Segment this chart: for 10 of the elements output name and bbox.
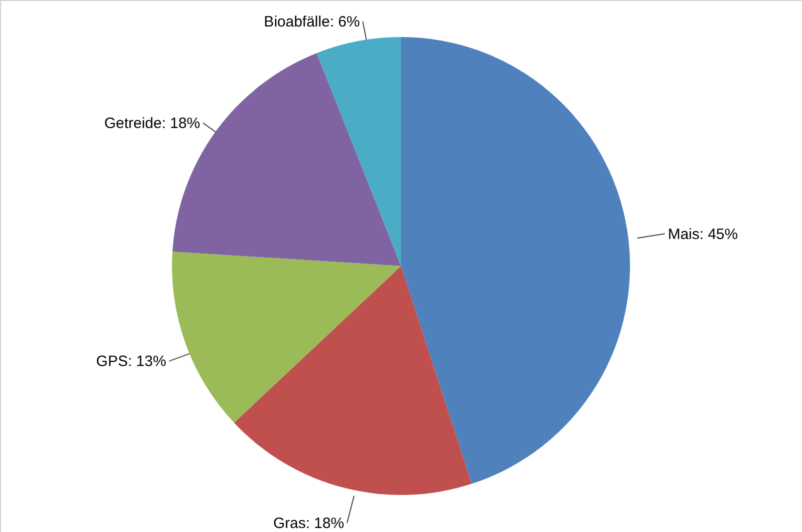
slice-label: Getreide: 18% bbox=[104, 114, 200, 132]
pie-slice bbox=[234, 266, 472, 495]
slice-label: Mais: 45% bbox=[668, 226, 738, 243]
pie-slice bbox=[401, 37, 630, 484]
slice-label: Gras: 18% bbox=[273, 514, 344, 532]
pie-slice bbox=[172, 53, 401, 266]
pie-slice bbox=[316, 37, 401, 266]
pie-slice bbox=[172, 252, 401, 423]
slice-label: Bioabfälle: 6% bbox=[264, 14, 360, 31]
slice-label: GPS: 13% bbox=[96, 353, 166, 370]
